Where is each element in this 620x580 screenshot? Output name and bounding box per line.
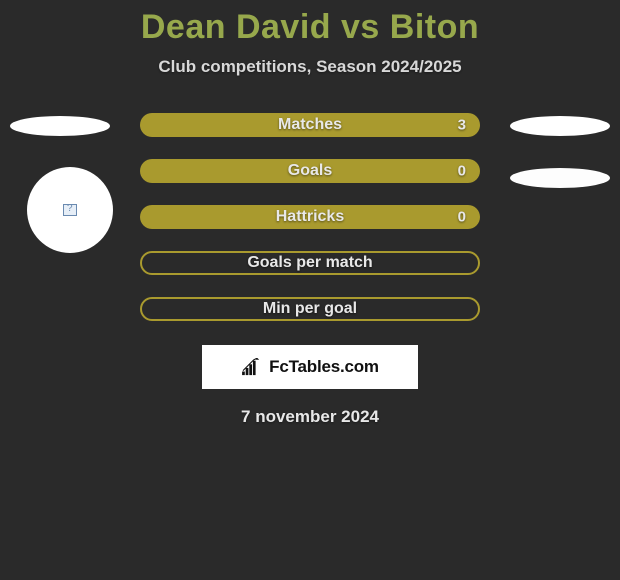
- player-right-secondary-ellipse: [510, 168, 610, 188]
- stat-label: Hattricks: [276, 208, 344, 226]
- stat-rows: Matches 3 Goals 0 Hattricks 0 Goals per …: [140, 113, 480, 321]
- stat-label: Goals per match: [247, 254, 372, 272]
- stat-label: Min per goal: [263, 300, 357, 318]
- stats-area: Matches 3 Goals 0 Hattricks 0 Goals per …: [0, 113, 620, 427]
- stat-row-goals-per-match: Goals per match: [140, 251, 480, 275]
- player-left-shadow-ellipse: [10, 116, 110, 136]
- stat-row-min-per-goal: Min per goal: [140, 297, 480, 321]
- footer-date: 7 november 2024: [0, 407, 620, 427]
- stat-row-goals: Goals 0: [140, 159, 480, 183]
- stat-row-matches: Matches 3: [140, 113, 480, 137]
- player-right-shadow-ellipse: [510, 116, 610, 136]
- stat-label: Matches: [278, 116, 342, 134]
- placeholder-image-icon: [63, 204, 77, 216]
- stat-label: Goals: [288, 162, 332, 180]
- page-subtitle: Club competitions, Season 2024/2025: [0, 57, 620, 77]
- stat-right-value: 3: [458, 117, 466, 134]
- logo-text: FcTables.com: [269, 357, 379, 377]
- stat-right-value: 0: [458, 163, 466, 180]
- stat-right-value: 0: [458, 209, 466, 226]
- stat-row-hattricks: Hattricks 0: [140, 205, 480, 229]
- player-left-avatar: [27, 167, 113, 253]
- fctables-logo-icon: [241, 358, 263, 376]
- page-title: Dean David vs Biton: [0, 8, 620, 47]
- logo-box: FcTables.com: [202, 345, 418, 389]
